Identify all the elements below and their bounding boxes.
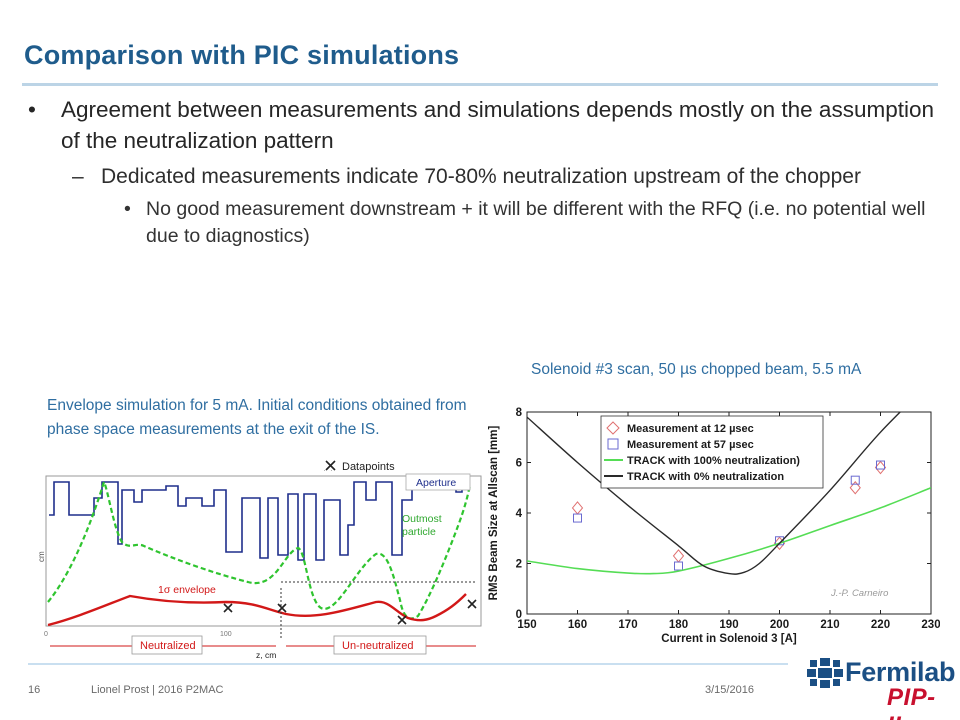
slide-title: Comparison with PIC simulations: [24, 40, 460, 70]
bullet-list: • Agreement between measurements and sim…: [24, 94, 936, 250]
square-marker: [876, 460, 885, 470]
datapoints-legend-cross: [325, 460, 336, 471]
neutralized-label: Neutralized: [140, 640, 196, 652]
aperture-label: Aperture: [416, 477, 456, 489]
envelope-simulation-figure: Aperture Outmost particle 1σ envelope cm…: [36, 459, 486, 660]
sigma-envelope-label: 1σ envelope: [158, 584, 216, 596]
fermilab-wordmark: Fermilab: [845, 657, 956, 687]
pip-ii-wordmark: PIP-II: [887, 684, 936, 720]
aperture-label-box: [405, 473, 471, 491]
fermilab-mark-icon: [807, 658, 843, 688]
diamond-marker: [849, 480, 861, 495]
square-marker: [573, 513, 582, 523]
bullet-text: Agreement between measurements and simul…: [61, 97, 934, 153]
chart-x-label: Current in Solenoid 3 [A]: [661, 633, 797, 645]
bullet-text: No good measurement downstream + it will…: [146, 198, 926, 247]
aperture-curve: [49, 476, 417, 561]
y-tick-label: 0: [516, 609, 522, 621]
envelope-x-label: z, cm: [256, 650, 276, 660]
footer-author: Lionel Prost | 2016 P2MAC: [91, 684, 224, 696]
envelope-caption: Envelope simulation for 5 mA. Initial co…: [47, 397, 467, 438]
legend-square-icon: [607, 438, 619, 450]
x-tick-0: 0: [44, 631, 48, 638]
chart-y-label: RMS Beam Size at Allscan [mm]: [488, 425, 500, 600]
x-tick-label: 190: [719, 619, 738, 631]
square-marker: [850, 475, 860, 485]
datapoint-cross: [223, 603, 233, 613]
datapoints-legend: Datapoints: [325, 460, 395, 473]
footer-date: 3/15/2016: [705, 684, 754, 696]
solenoid-chart-svg: 150 160 170 180 190 200 210 220 230 0 2 4 6 8 Measure…: [488, 407, 941, 645]
diamond-marker: [773, 536, 786, 551]
x-tick-label: 150: [517, 619, 536, 631]
x-tick-100: 100: [220, 631, 232, 638]
bullet-level-1: • Agreement between measurements and sim…: [24, 94, 936, 156]
legend-label: TRACK with 0% neutralization: [627, 471, 784, 483]
sigma-envelope-curve: [47, 593, 467, 627]
x-tick-label: 210: [820, 619, 839, 631]
y-tick-label: 2: [516, 559, 522, 571]
x-tick-label: 160: [568, 619, 587, 631]
bullet-mark: •: [124, 198, 131, 220]
outmost-label: Outmost particle: [402, 513, 445, 538]
square-marker: [674, 561, 683, 571]
datapoint-cross: [277, 603, 287, 613]
x-tick-label: 200: [770, 619, 789, 631]
legend-label: TRACK with 100% neutralization): [627, 455, 800, 467]
x-tick-label: 220: [871, 619, 890, 631]
title-divider: [22, 83, 938, 86]
datapoint-cross: [397, 615, 407, 625]
y-tick-label: 8: [516, 407, 523, 419]
envelope-plot: Aperture Outmost particle 1σ envelope cm…: [37, 459, 482, 660]
bullet-level-3: • No good measurement downstream + it wi…: [24, 196, 936, 250]
x-tick-label: 180: [669, 619, 688, 631]
neutralized-box: [131, 635, 203, 655]
y-tick-label: 4: [516, 508, 523, 520]
series-line-3: [527, 412, 902, 575]
page-number: 16: [28, 684, 41, 696]
x-tick-label: 230: [921, 619, 940, 631]
datapoint-cross: [467, 599, 477, 609]
outmost-label-line: Outmost: [402, 513, 442, 525]
outmost-label-line: particle: [402, 526, 436, 538]
bullet-mark: –: [72, 165, 84, 188]
diamond-marker: [874, 460, 887, 475]
legend-label: Measurement at 12 µsec: [627, 423, 754, 435]
x-tick-label: 170: [618, 619, 637, 631]
outmost-particle-curve: [47, 479, 472, 620]
solenoid-caption: Solenoid #3 scan, 50 µs chopped beam, 5.…: [531, 361, 862, 378]
square-marker: [775, 536, 784, 546]
footer-divider: [28, 663, 788, 665]
datapoints-legend-label: Datapoints: [342, 461, 395, 473]
legend-diamond-icon: [606, 421, 620, 435]
envelope-y-label: cm: [37, 551, 46, 562]
legend-box: [600, 415, 824, 489]
bullet-level-2: – Dedicated measurements indicate 70-80%…: [24, 162, 936, 191]
legend-label: Measurement at 57 µsec: [627, 439, 754, 451]
bullet-text: Dedicated measurements indicate 70-80% n…: [101, 165, 861, 188]
unneutralized-label: Un-neutralized: [342, 640, 414, 652]
bullet-mark: •: [28, 97, 36, 122]
y-tick-label: 6: [516, 458, 522, 470]
unneutralized-box: [333, 635, 427, 655]
chart-series: [527, 412, 931, 575]
chart-legend: Measurement at 12 µsec Measurement at 57 …: [600, 415, 824, 489]
solenoid-scan-chart: 150 160 170 180 190 200 210 220 230 0 2 4 6 8 Measure…: [483, 396, 941, 646]
chart-credit: J.-P. Carneiro: [830, 588, 888, 599]
fermilab-logo: Fermilab PIP-II: [805, 654, 955, 720]
